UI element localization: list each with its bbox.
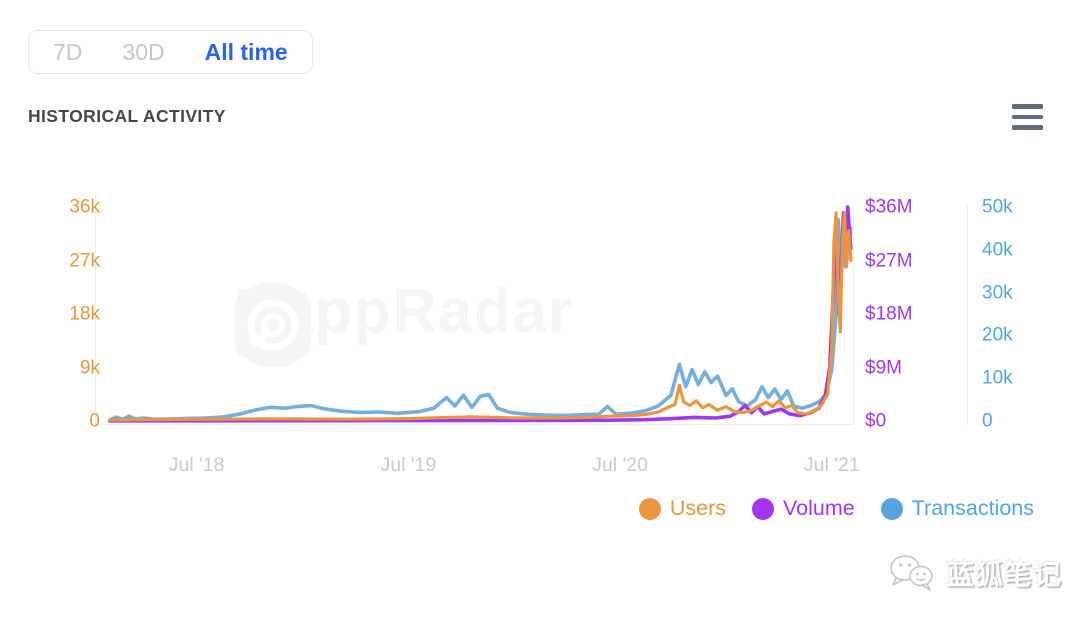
right-axis-line	[853, 205, 854, 425]
x-tick-label: Jul '19	[380, 454, 437, 476]
transactions-legend-label: Transactions	[911, 496, 1034, 520]
users-tick-label: 0	[89, 410, 100, 432]
volume-legend-label: Volume	[783, 496, 855, 520]
legend-item-volume[interactable]: Volume	[752, 496, 855, 521]
transactions-legend-dot	[880, 497, 903, 520]
volume-tick-label: $0	[865, 410, 887, 432]
transactions-tick-label: 40k	[982, 239, 1013, 261]
series-volume-line[interactable]	[108, 205, 853, 423]
time-range-option-7d[interactable]: 7D	[53, 38, 83, 65]
page-title: HISTORICAL ACTIVITY	[28, 106, 226, 126]
users-tick-label: 36k	[69, 196, 100, 218]
time-range-selector: 7D 30D All time	[28, 30, 313, 74]
publisher-watermark: 蓝狐笔记	[886, 550, 1062, 596]
publisher-watermark-text: 蓝狐笔记	[946, 559, 1063, 590]
volume-tick-label: $9M	[865, 357, 902, 378]
users-legend-label: Users	[669, 496, 726, 520]
time-range-option-30d[interactable]: 30D	[122, 38, 165, 65]
volume-legend-dot	[752, 497, 774, 520]
transactions-tick-label: 30k	[982, 282, 1013, 304]
series-users-line[interactable]	[108, 211, 853, 422]
transactions-tick-label: 50k	[982, 196, 1013, 218]
legend-item-users[interactable]: Users	[638, 496, 726, 521]
users-tick-label: 9k	[79, 357, 100, 378]
baseline	[95, 424, 853, 425]
chart-plot-area[interactable]: DappRadar	[95, 195, 853, 425]
transactions-tick-label: 10k	[982, 367, 1013, 389]
left-axis-line	[95, 195, 96, 425]
axis-separator-line	[967, 205, 968, 425]
wechat-icon	[890, 555, 933, 591]
transactions-tick-label: 0	[982, 410, 993, 432]
time-range-option-all-time[interactable]: All time	[204, 38, 288, 65]
chart-svg[interactable]	[95, 195, 853, 425]
volume-tick-label: $36M	[865, 196, 913, 218]
transactions-tick-label: 20k	[982, 324, 1013, 346]
series-transactions-line[interactable]	[108, 213, 853, 422]
hamburger-menu-icon[interactable]	[1012, 104, 1043, 130]
x-tick-label: Jul '20	[592, 454, 648, 476]
users-tick-label: 18k	[69, 303, 100, 325]
legend-item-transactions[interactable]: Transactions	[880, 496, 1034, 521]
users-tick-label: 27k	[69, 250, 100, 271]
users-legend-dot	[638, 497, 661, 520]
volume-tick-label: $27M	[865, 250, 913, 271]
x-tick-label: Jul '21	[803, 454, 860, 476]
volume-tick-label: $18M	[865, 303, 913, 325]
x-tick-label: Jul '18	[168, 454, 225, 476]
chart-legend: Users Volume Transactions	[638, 496, 1034, 521]
